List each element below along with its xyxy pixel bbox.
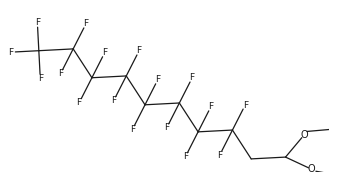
Text: F: F: [77, 98, 82, 107]
Text: F: F: [35, 18, 40, 27]
Text: F: F: [217, 150, 222, 160]
Text: F: F: [8, 48, 13, 57]
Text: F: F: [111, 96, 116, 105]
Text: F: F: [164, 123, 169, 132]
Text: F: F: [155, 75, 160, 84]
Text: F: F: [136, 46, 142, 55]
Text: F: F: [38, 74, 43, 83]
Text: F: F: [130, 125, 135, 134]
Text: F: F: [83, 19, 89, 28]
Text: F: F: [242, 101, 248, 110]
Text: O: O: [308, 164, 316, 172]
Text: F: F: [208, 102, 213, 111]
Text: O: O: [300, 130, 308, 140]
Text: F: F: [102, 48, 107, 57]
Text: F: F: [189, 73, 195, 83]
Text: F: F: [58, 69, 63, 78]
Text: F: F: [183, 152, 188, 161]
